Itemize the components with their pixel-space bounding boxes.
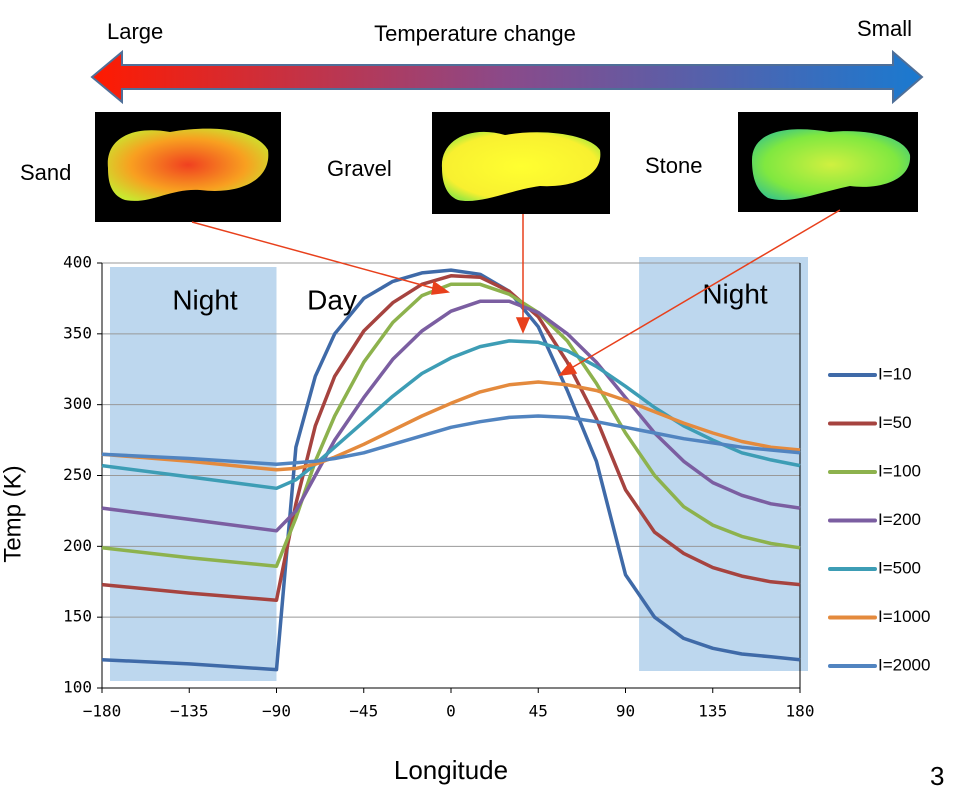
series-line	[101, 414, 801, 466]
region-label: Night	[702, 278, 768, 309]
legend-label: I=500	[878, 558, 921, 577]
series-line	[101, 380, 801, 472]
night-region	[110, 267, 277, 681]
legend-label: I=2000	[878, 655, 930, 674]
x-tick-label: 45	[529, 702, 548, 721]
night-region	[639, 257, 808, 671]
pointer	[567, 209, 841, 371]
x-tick-label: −90	[262, 702, 291, 721]
x-tick-label: −135	[170, 702, 209, 721]
header-center: Temperature change	[374, 21, 576, 46]
legend-label: I=100	[878, 461, 921, 480]
y-tick-label: 300	[63, 394, 92, 413]
x-tick-label: 90	[616, 702, 635, 721]
plot: 100 150 200 250 300 350 400 −180 −135 −90 −45 0 45 90…	[63, 253, 814, 721]
y-tick-label: 200	[63, 536, 92, 555]
region-label: Night	[172, 284, 238, 315]
x-tick-label: −45	[349, 702, 378, 721]
stone-rock	[752, 129, 911, 201]
legend-label: I=50	[878, 413, 912, 432]
series-line	[101, 299, 801, 533]
y-tick-label: 250	[63, 465, 92, 484]
page-number: 3	[930, 761, 944, 787]
x-tick-label: 135	[698, 702, 727, 721]
sample-label: Sand	[20, 160, 71, 185]
legend-label: I=1000	[878, 607, 930, 626]
sand-rock	[107, 128, 269, 201]
x-axis-label: Longitude	[394, 755, 508, 785]
temperature-arrow	[90, 49, 924, 105]
sample-label: Gravel	[327, 156, 392, 181]
pointer-head	[558, 361, 578, 376]
legend-label: I=10	[878, 364, 912, 383]
region-label: Day	[307, 284, 357, 315]
gravel-rock	[441, 131, 601, 202]
x-tick-label: 0	[446, 702, 456, 721]
sample-label: Stone	[645, 153, 703, 178]
legend-label: I=200	[878, 510, 921, 529]
y-tick-label: 150	[63, 607, 92, 626]
header-left: Large	[107, 19, 163, 44]
x-tick-label: −180	[83, 702, 122, 721]
y-tick-label: 100	[63, 678, 92, 697]
y-tick-label: 350	[63, 323, 92, 342]
pointer-arrows	[191, 209, 841, 376]
y-tick-label: 400	[63, 253, 92, 272]
x-tick-label: 180	[786, 702, 815, 721]
header-right: Small	[857, 16, 912, 41]
series-line	[101, 339, 801, 491]
y-axis-label: Temp (K)	[0, 465, 26, 562]
pointer-head	[431, 280, 450, 295]
pointer	[191, 221, 441, 291]
pointer-head	[515, 317, 531, 334]
